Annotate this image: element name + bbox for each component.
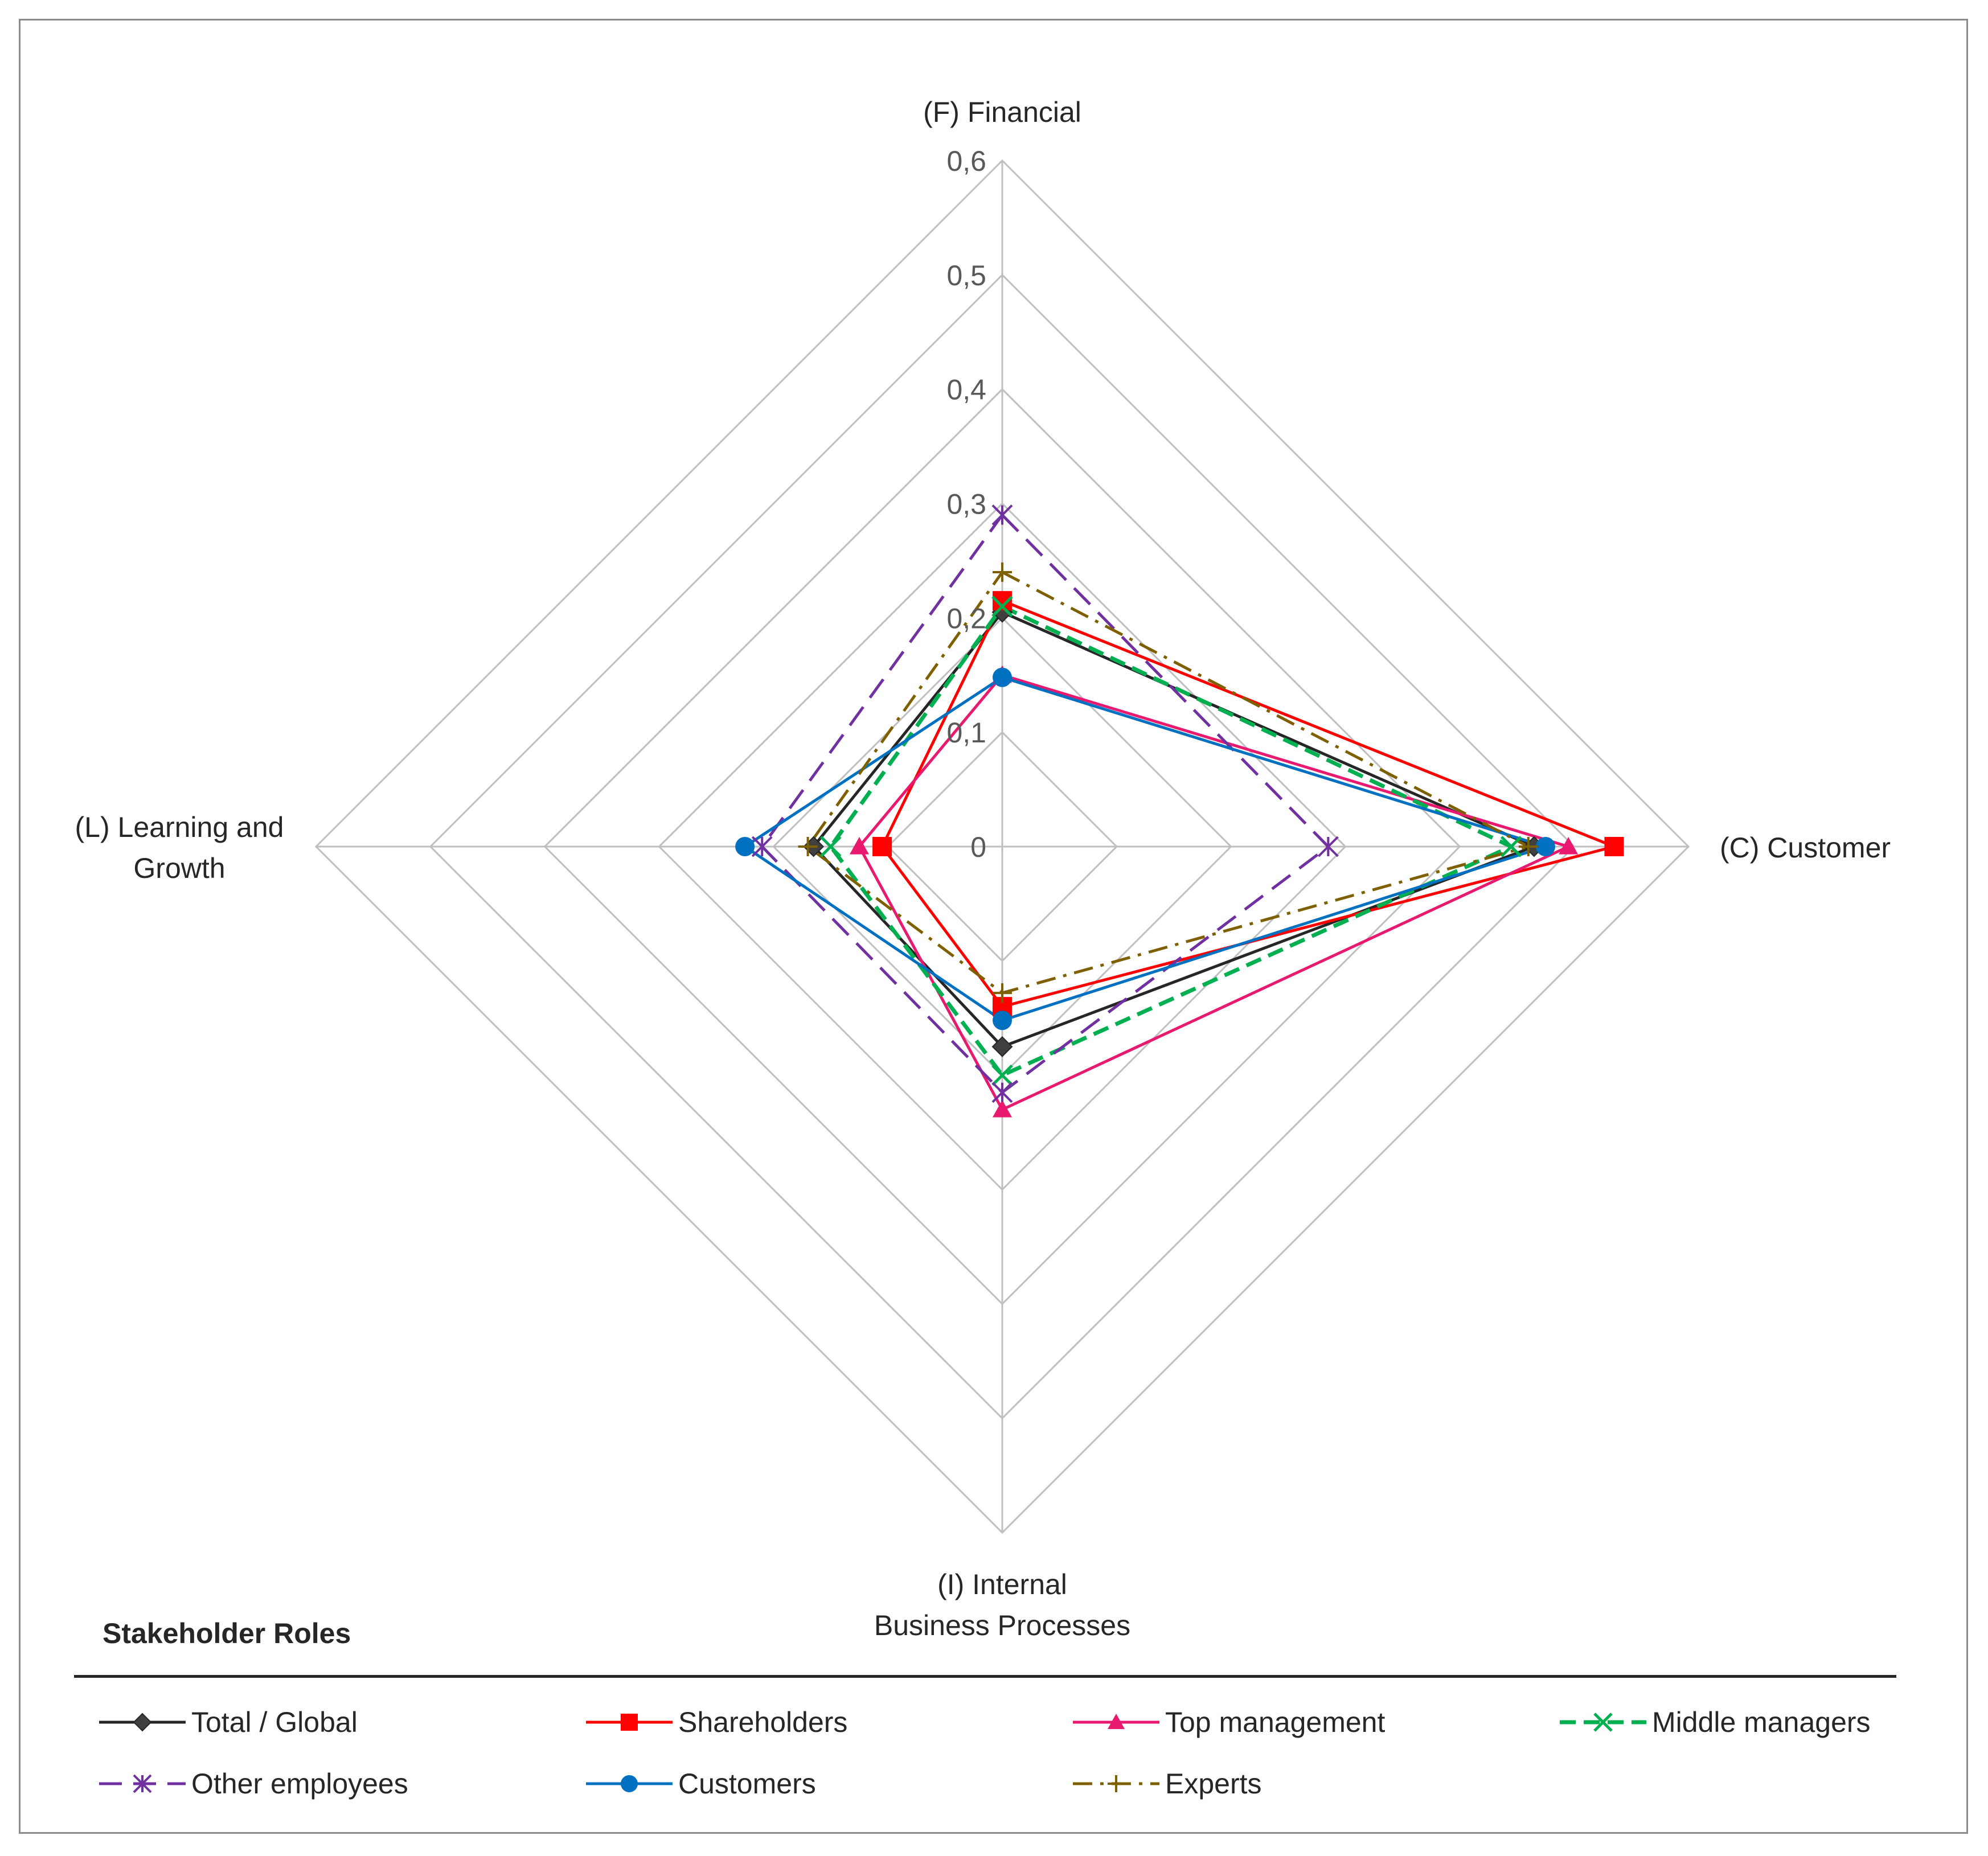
axis-title-internal: (I) Internal [937, 1568, 1067, 1600]
legend-label: Top management [1165, 1706, 1386, 1738]
legend-swatch [99, 1713, 186, 1732]
data-point-top-management [993, 1099, 1012, 1118]
data-point-middle-managers [991, 596, 1013, 618]
data-point-middle-managers [819, 836, 842, 857]
legend-label: Other employees [191, 1768, 408, 1800]
legend-item-total-global: Total / Global [97, 1702, 358, 1742]
data-point-customers [993, 1011, 1012, 1030]
data-point-other-employees [991, 504, 1013, 525]
tick-label: 0,2 [946, 602, 986, 634]
axis-layer [316, 161, 1688, 1533]
legend-item-top-management: Top management [1071, 1702, 1385, 1742]
axis-title-learning: (L) Learning and [75, 811, 284, 843]
tick-label: 0,3 [946, 488, 986, 520]
legend-swatch [99, 1774, 186, 1793]
legend-label: Customers [678, 1768, 816, 1800]
axis-title-financial: (F) Financial [923, 96, 1081, 128]
legend-divider [74, 1675, 1896, 1678]
data-point-customers [993, 667, 1012, 687]
legend-label: Middle managers [1652, 1706, 1871, 1738]
legend-swatch [1073, 1714, 1159, 1729]
data-point-top-management [849, 837, 869, 855]
data-point-top-management [1559, 837, 1579, 855]
series-line-total-global [812, 610, 1536, 1048]
data-point-middle-managers [1500, 836, 1522, 857]
legend-swatch [1560, 1713, 1646, 1732]
data-point-experts [993, 562, 1012, 582]
tick-layer: 0 0,1 0,2 0,3 0,4 0,5 0,6 [946, 145, 986, 863]
axis-title-layer: (F) Financial (C) Customer (I) Internal Bus… [75, 96, 1891, 1641]
legend-swatch [1073, 1775, 1159, 1792]
legend-item-customers: Customers [584, 1764, 816, 1804]
chart-frame [19, 19, 1968, 1834]
legend-label: Experts [1165, 1768, 1262, 1800]
data-point-experts [798, 837, 818, 856]
tick-label: 0,1 [946, 717, 986, 749]
data-point-customers [1535, 837, 1555, 856]
tick-label: 0 [970, 831, 986, 863]
axis-title-learning: Growth [133, 852, 225, 884]
tick-label: 0,5 [946, 260, 986, 291]
legend-item-other-employees: Other employees [97, 1764, 408, 1804]
tick-label: 0,4 [946, 374, 986, 406]
marker-layer [735, 504, 1624, 1118]
data-point-shareholders [1604, 837, 1624, 856]
data-point-other-employees [751, 836, 773, 857]
data-point-other-employees [991, 1082, 1013, 1103]
axis-title-internal: Business Processes [874, 1609, 1130, 1641]
data-point-middle-managers [991, 1064, 1013, 1086]
data-point-experts [993, 983, 1012, 1003]
data-point-experts [1518, 837, 1538, 856]
legend-label: Shareholders [678, 1706, 848, 1738]
data-point-customers [735, 837, 755, 856]
legend-item-experts: Experts [1071, 1764, 1262, 1804]
legend-item-middle-managers: Middle managers [1557, 1702, 1871, 1742]
legend-swatch [586, 1714, 673, 1731]
axis-title-customer: (C) Customer [1720, 832, 1891, 864]
legend-label: Total / Global [191, 1706, 358, 1738]
legend-item-shareholders: Shareholders [584, 1702, 847, 1742]
tick-label: 0,6 [946, 145, 986, 177]
legend-title: Stakeholder Roles [103, 1617, 351, 1649]
legend-swatch [586, 1775, 673, 1792]
series-layer [743, 514, 1616, 1111]
data-point-total-global [991, 1036, 1013, 1057]
data-point-shareholders [872, 837, 892, 856]
data-point-other-employees [1317, 836, 1339, 857]
